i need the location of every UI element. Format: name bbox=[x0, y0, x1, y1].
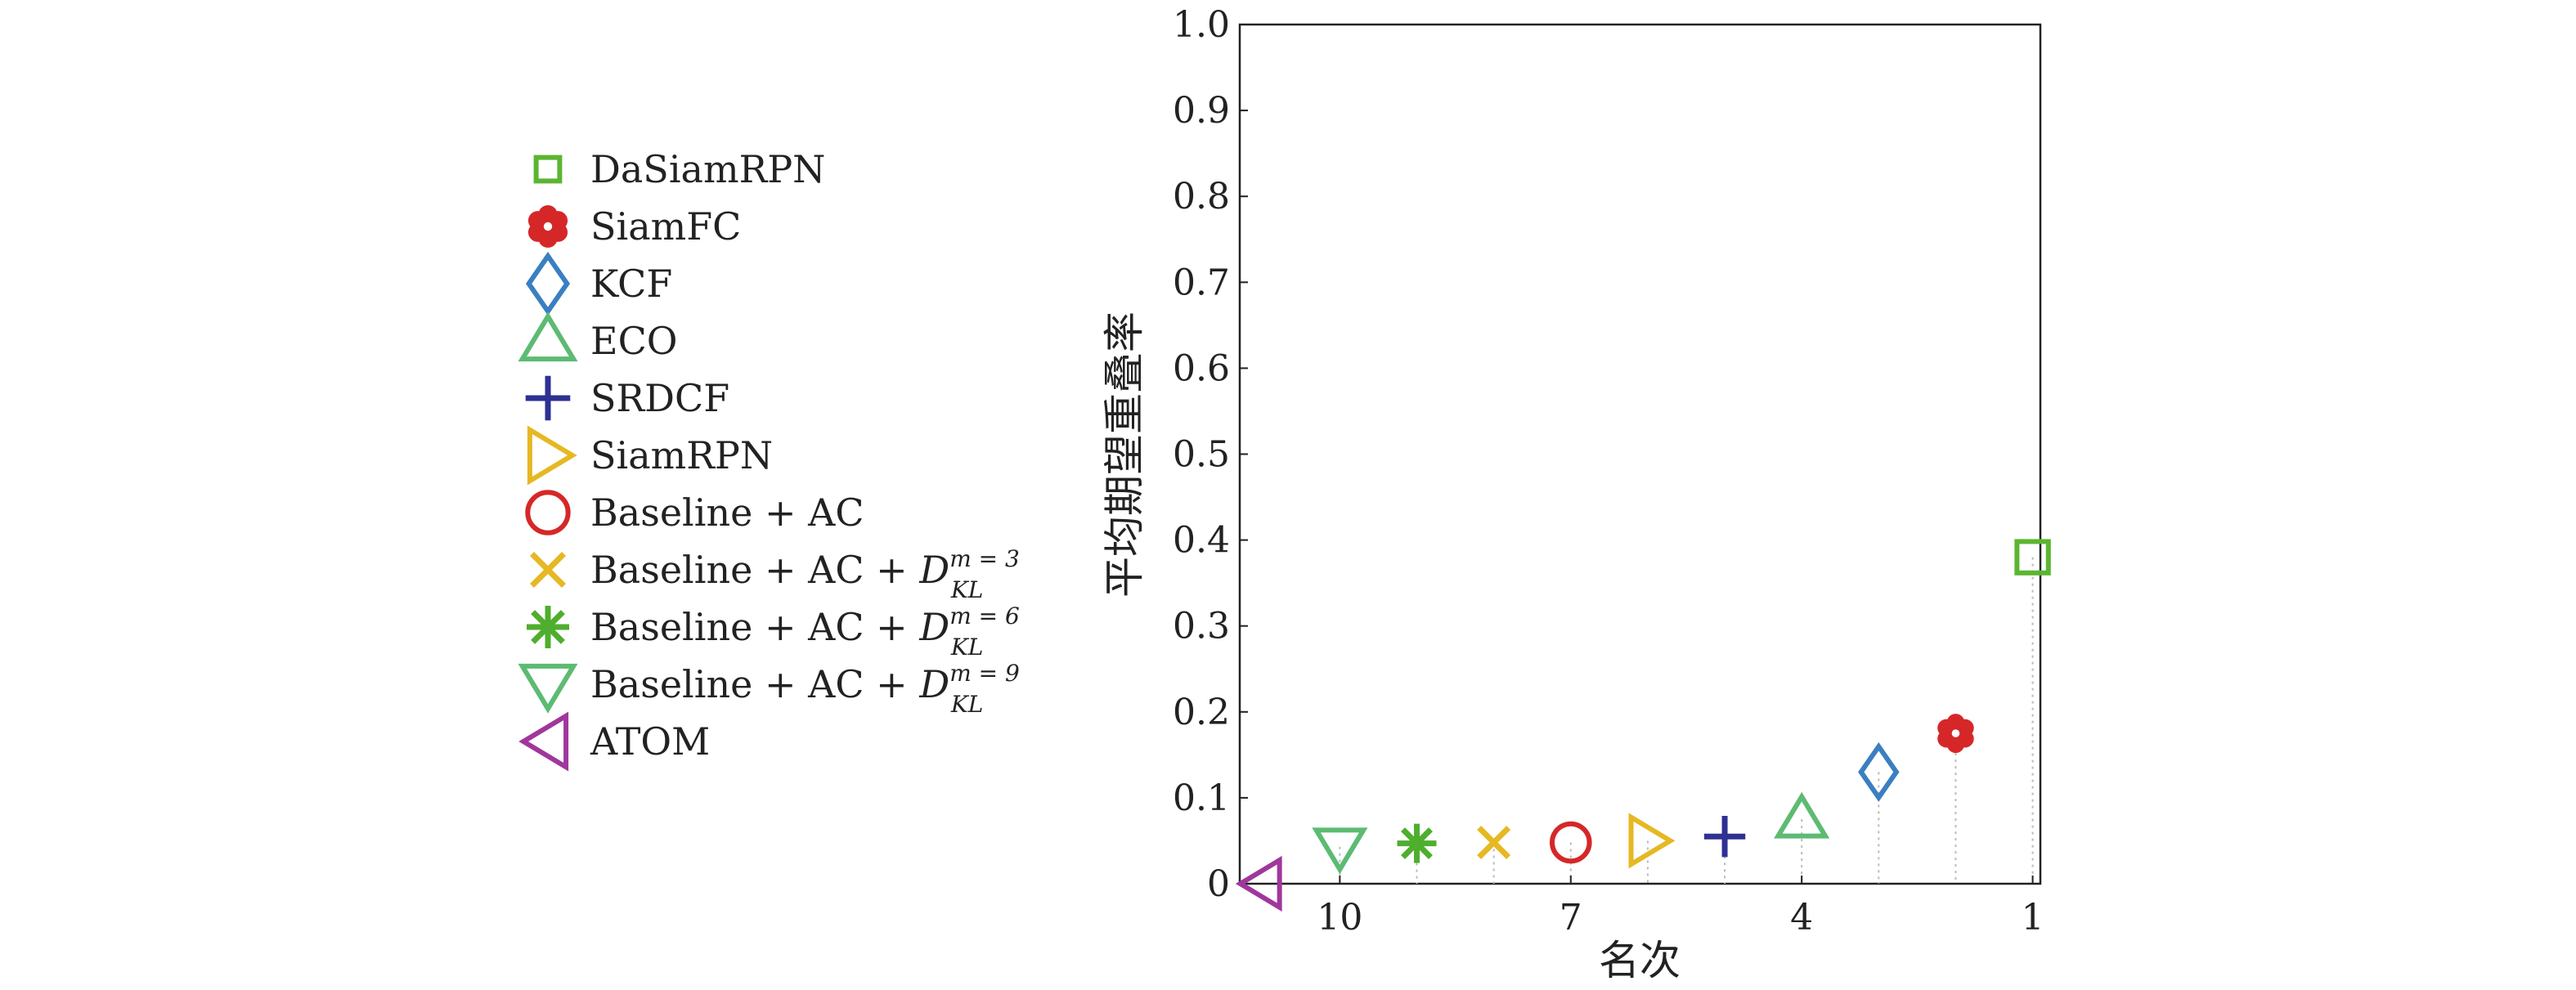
legend-label: Baseline + AC + Dm = 9 KL bbox=[590, 660, 1020, 718]
legend-marker-triangle-right bbox=[527, 425, 577, 486]
data-point-x bbox=[1477, 826, 1511, 860]
legend-item: SiamRPN bbox=[527, 425, 773, 486]
legend-marker-circle bbox=[525, 490, 571, 535]
legend-marker-triangle-down bbox=[518, 663, 578, 714]
plot-frame bbox=[1238, 23, 2042, 885]
legend-item: KCF bbox=[525, 251, 672, 316]
legend-label: ECO bbox=[590, 319, 678, 363]
legend-label: SiamFC bbox=[590, 204, 741, 249]
legend-item: Baseline + AC + Dm = 9 KL bbox=[518, 660, 1020, 718]
legend-item: Baseline + AC + Dm = 3 KL bbox=[530, 545, 1020, 603]
y-tick-label: 0.4 bbox=[1173, 520, 1230, 562]
y-tick-label: 0.3 bbox=[1173, 606, 1230, 647]
data-point-plus bbox=[1703, 815, 1746, 858]
legend-marker-asterisk bbox=[527, 606, 569, 648]
x-axis-label: 名次 bbox=[1599, 937, 1681, 984]
legend-marker-triangle-up bbox=[518, 311, 578, 362]
data-point-circle bbox=[1549, 821, 1592, 864]
legend-item: ECO bbox=[518, 311, 678, 363]
x-tick-label: 10 bbox=[1317, 897, 1362, 938]
legend-label: DaSiamRPN bbox=[590, 147, 825, 191]
x-tick-label: 7 bbox=[1560, 897, 1582, 938]
legend-label: SRDCF bbox=[590, 376, 729, 420]
legend-marker-x bbox=[530, 552, 566, 588]
legend-label: SiamRPN bbox=[590, 433, 773, 477]
y-tick-label: 0.1 bbox=[1173, 777, 1230, 819]
data-point-triangle-up bbox=[1774, 791, 1830, 839]
legend-label: Baseline + AC + Dm = 6 KL bbox=[590, 603, 1020, 661]
legend-item: Baseline + AC + Dm = 6 KL bbox=[527, 603, 1020, 661]
plot-area: 0 0.1 0.2 0.3 0.4 0.5 0.6 0.7 0.8 0.9 1.0 10 7 4 1 名次… bbox=[1101, 4, 2051, 984]
y-tick-label: 0.9 bbox=[1173, 90, 1230, 132]
legend-item: ATOM bbox=[518, 711, 710, 772]
data-point-diamond bbox=[1858, 741, 1900, 802]
y-tick-label: 0.6 bbox=[1173, 347, 1230, 389]
legend-marker-diamond bbox=[525, 251, 571, 316]
legend-item: SRDCF bbox=[525, 375, 729, 421]
y-tick-label: 0.7 bbox=[1173, 262, 1230, 303]
legend-item: DaSiamRPN bbox=[533, 147, 825, 191]
legend: DaSiamRPN SiamFC KCF ECO SRDCF SiamRPN Baselin… bbox=[518, 147, 1020, 772]
legend-marker-flower bbox=[527, 205, 568, 248]
data-point-triangle-down bbox=[1312, 827, 1368, 875]
y-tick-label: 0.2 bbox=[1173, 692, 1230, 733]
drop-lines bbox=[1339, 557, 2034, 884]
y-tick-label: 0.5 bbox=[1173, 434, 1230, 476]
y-axis-ticks: 0 0.1 0.2 0.3 0.4 0.5 0.6 0.7 0.8 0.9 1.0 bbox=[1173, 4, 1248, 905]
data-point-flower bbox=[1937, 714, 1974, 754]
data-point-asterisk bbox=[1397, 823, 1437, 863]
data-points bbox=[1235, 539, 2051, 912]
data-point-triangle-left bbox=[1235, 855, 1282, 912]
y-tick-label: 0 bbox=[1207, 863, 1230, 905]
y-tick-label: 0.8 bbox=[1173, 176, 1230, 217]
legend-label: ATOM bbox=[590, 719, 710, 764]
legend-item: Baseline + AC bbox=[525, 490, 864, 535]
legend-marker-square bbox=[533, 155, 563, 184]
legend-label: Baseline + AC bbox=[590, 491, 864, 535]
data-point-square bbox=[2014, 539, 2051, 576]
x-axis-ticks: 10 7 4 1 bbox=[1317, 876, 2044, 938]
legend-marker-plus bbox=[525, 375, 571, 421]
y-tick-label: 1.0 bbox=[1173, 4, 1230, 46]
legend-label: KCF bbox=[590, 262, 672, 306]
x-tick-label: 4 bbox=[1790, 897, 1813, 938]
legend-label: Baseline + AC + Dm = 3 KL bbox=[590, 545, 1020, 603]
y-axis-label: 平均期望重叠率 bbox=[1101, 311, 1148, 598]
data-point-triangle-right bbox=[1628, 813, 1676, 869]
x-tick-label: 1 bbox=[2022, 897, 2044, 938]
legend-marker-triangle-left bbox=[518, 711, 569, 772]
legend-item: SiamFC bbox=[527, 204, 741, 249]
